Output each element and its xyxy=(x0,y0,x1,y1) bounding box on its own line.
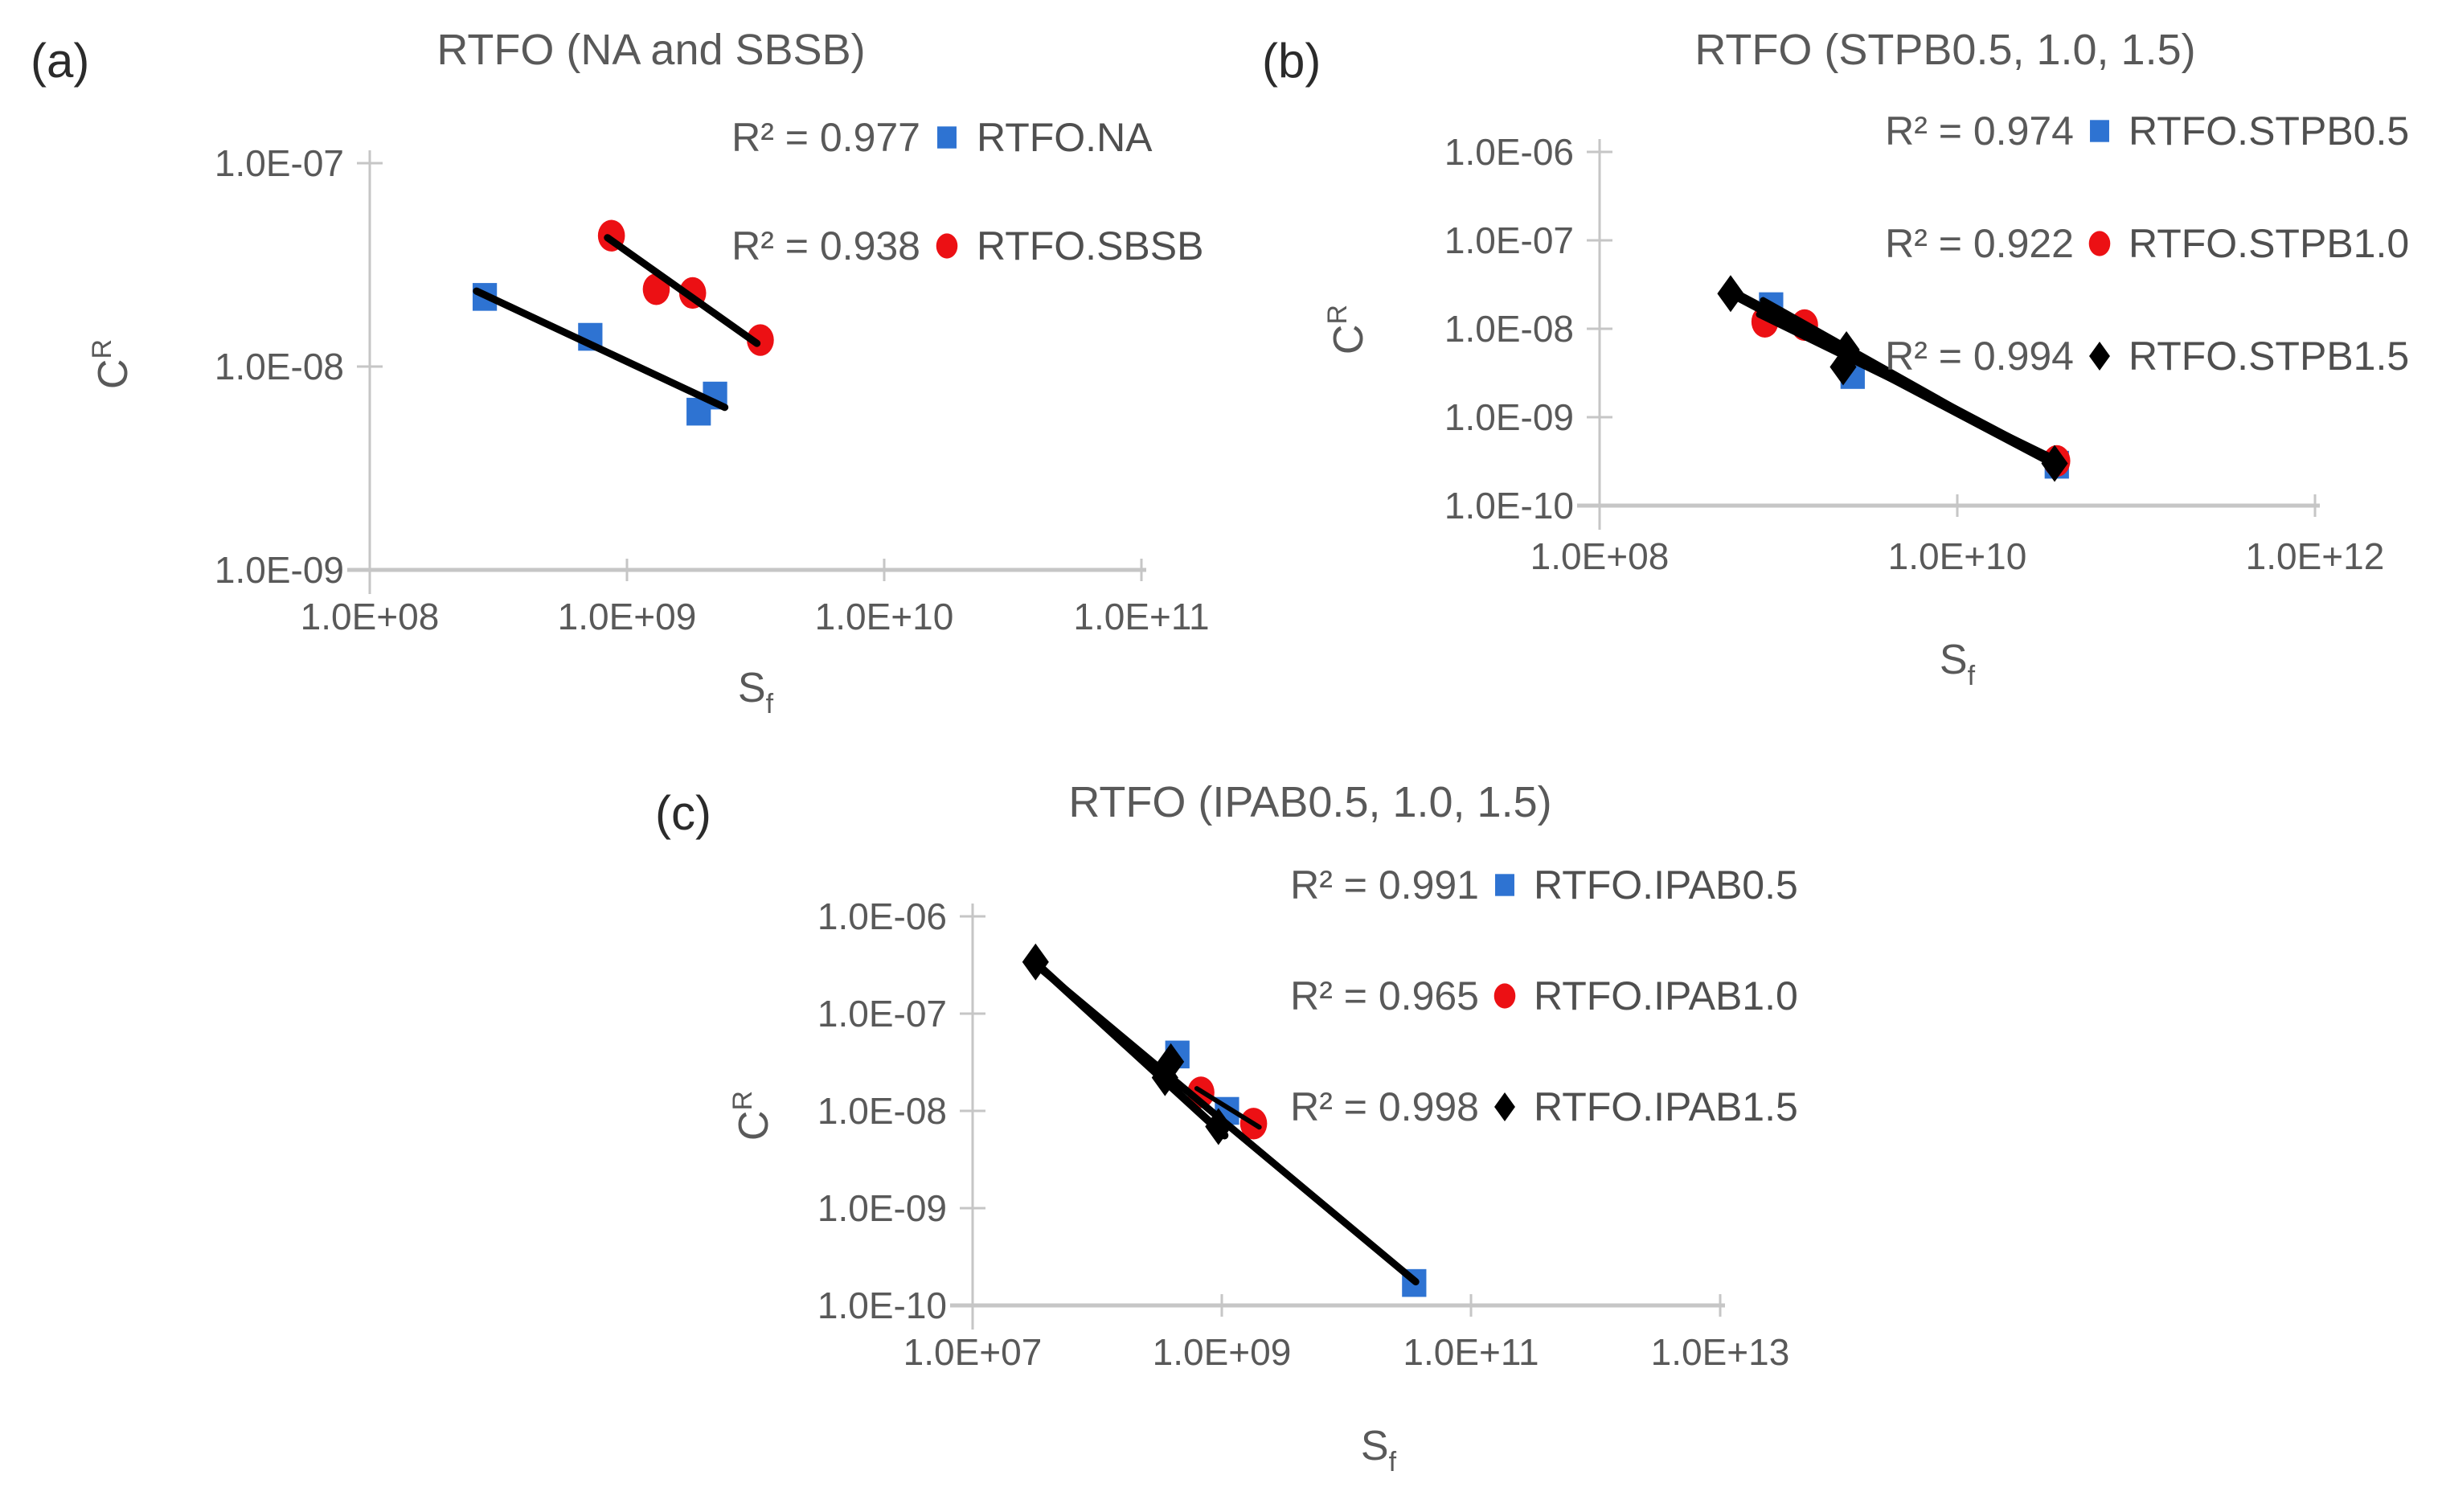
legend-r2-label: R² = 0.938 xyxy=(731,223,920,268)
chart-panel-b: (b) RTFO (STPB0.5, 1.0, 1.5) CR Sf 1.0E-… xyxy=(1262,26,2409,691)
data-point-marker xyxy=(1157,1043,1185,1080)
x-axis-title-b: Sf xyxy=(1940,637,1976,691)
legend-series-label: RTFO.STPB1.0 xyxy=(2129,221,2409,266)
y-tick-label: 1.0E-09 xyxy=(817,1187,947,1229)
y-tick-label: 1.0E-10 xyxy=(1444,485,1574,527)
y-tick-label: 1.0E-08 xyxy=(215,346,344,387)
x-tick-label: 1.0E+12 xyxy=(2246,535,2385,577)
legend-marker-icon xyxy=(936,233,958,259)
chart-panel-c: (c) RTFO (IPAB0.5, 1.0, 1.5) CR Sf 1.0E-… xyxy=(655,778,1798,1477)
chart-title-c: RTFO (IPAB0.5, 1.0, 1.5) xyxy=(1068,778,1551,826)
legend-marker-icon xyxy=(1495,874,1514,896)
x-tick-label: 1.0E+09 xyxy=(1153,1331,1292,1373)
chart-title-b: RTFO (STPB0.5, 1.0, 1.5) xyxy=(1694,26,2195,74)
x-axis-title-a: Sf xyxy=(738,665,774,719)
trend-line xyxy=(604,234,761,347)
trend-line xyxy=(1194,1086,1262,1130)
y-tick-label: 1.0E-06 xyxy=(817,895,947,937)
y-axis-title-c: CR xyxy=(727,1091,777,1141)
x-tick-label: 1.0E+11 xyxy=(1403,1331,1539,1373)
x-tick-label: 1.0E+08 xyxy=(1530,535,1670,577)
x-tick-label: 1.0E+10 xyxy=(1888,535,2027,577)
legend-r2-label: R² = 0.965 xyxy=(1290,973,1479,1018)
legend-r2-label: R² = 0.922 xyxy=(1885,221,2074,266)
x-tick-label: 1.0E+07 xyxy=(903,1331,1043,1373)
legend-series-label: RTFO.IPAB0.5 xyxy=(1534,863,1798,908)
legend-marker-icon xyxy=(2088,231,2111,256)
legend-marker-icon xyxy=(2089,342,2110,371)
legend-series-label: RTFO.NA xyxy=(977,115,1153,160)
plot-area-c: 1.0E-06 1.0E-07 1.0E-08 1.0E-09 1.0E-10 1.0E+… xyxy=(817,863,1798,1373)
panel-label-c: (c) xyxy=(655,786,711,840)
chart-title-a: RTFO (NA and SBSB) xyxy=(436,26,865,74)
y-tick-label: 1.0E-06 xyxy=(1444,131,1574,173)
legend-r2-label: R² = 0.998 xyxy=(1290,1084,1479,1129)
x-tick-label: 1.0E+11 xyxy=(1073,596,1209,637)
data-point-marker xyxy=(747,324,774,356)
plot-area-b: 1.0E-06 1.0E-07 1.0E-08 1.0E-09 1.0E-10 1.0E+… xyxy=(1444,109,2409,577)
x-tick-label: 1.0E+08 xyxy=(301,596,440,637)
x-tick-label: 1.0E+09 xyxy=(558,596,697,637)
legend-r2-label: R² = 0.991 xyxy=(1290,863,1479,908)
legend-series-label: RTFO.STPB1.5 xyxy=(2129,334,2409,379)
panel-label-a: (a) xyxy=(31,34,89,88)
legend-series-label: RTFO.SBSB xyxy=(977,223,1203,268)
legend-r2-label: R² = 0.977 xyxy=(731,115,920,160)
legend-series-label: RTFO.IPAB1.5 xyxy=(1534,1084,1798,1129)
legend-marker-icon xyxy=(2090,120,2109,142)
y-tick-label: 1.0E-07 xyxy=(817,993,947,1035)
legend-r2-label: R² = 0.974 xyxy=(1885,109,2074,154)
y-tick-label: 1.0E-07 xyxy=(1444,219,1574,261)
x-tick-label: 1.0E+13 xyxy=(1651,1331,1790,1373)
y-tick-label: 1.0E-09 xyxy=(215,549,344,591)
trend-line xyxy=(473,287,729,412)
y-tick-label: 1.0E-10 xyxy=(817,1285,947,1326)
legend-marker-icon xyxy=(1493,983,1516,1009)
y-tick-label: 1.0E-08 xyxy=(817,1090,947,1132)
trend-line xyxy=(1027,955,1229,1140)
legend-series-label: RTFO.STPB0.5 xyxy=(2129,109,2409,154)
x-tick-label: 1.0E+10 xyxy=(815,596,954,637)
y-tick-label: 1.0E-08 xyxy=(1444,308,1574,350)
legend-marker-icon xyxy=(1494,1092,1515,1121)
legend-marker-icon xyxy=(937,126,957,149)
y-tick-label: 1.0E-09 xyxy=(1444,396,1574,438)
trend-line xyxy=(1722,285,2061,469)
chart-panel-a: (a) RTFO (NA and SBSB) CR Sf 1.0E-071.0E… xyxy=(31,26,1210,719)
x-axis-title-c: Sf xyxy=(1361,1423,1397,1477)
plot-area-a: 1.0E-07 1.0E-08 1.0E-09 1.0E+08 1.0E+09 1.0E+… xyxy=(215,115,1210,637)
y-tick-label: 1.0E-07 xyxy=(215,142,344,184)
panel-label-b: (b) xyxy=(1262,34,1321,88)
legend-r2-label: R² = 0.994 xyxy=(1885,334,2074,379)
legend-series-label: RTFO.IPAB1.0 xyxy=(1534,973,1798,1018)
y-axis-title-b: CR xyxy=(1322,305,1372,354)
y-axis-title-a: CR xyxy=(87,339,137,389)
